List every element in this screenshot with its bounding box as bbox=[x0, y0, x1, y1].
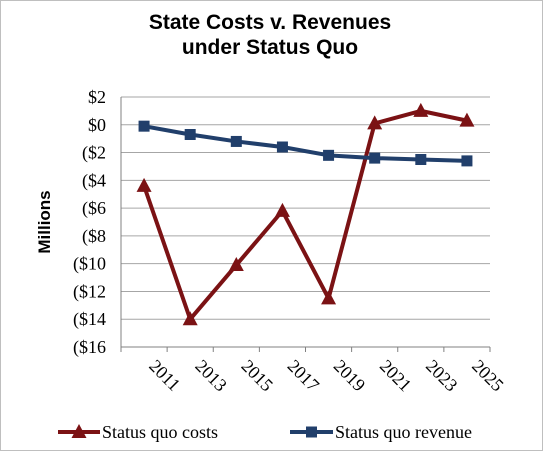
data-point-revenue bbox=[230, 135, 242, 147]
data-point-revenue bbox=[415, 154, 427, 165]
y-tick-label: ($4 bbox=[82, 170, 106, 191]
y-axis-label: Millions bbox=[35, 190, 54, 253]
data-point-costs bbox=[182, 311, 198, 326]
chart-title-line-1: State Costs v. Revenues bbox=[148, 11, 392, 34]
data-point-costs bbox=[228, 257, 244, 272]
legend-marker bbox=[71, 424, 87, 438]
data-point-revenue bbox=[138, 120, 150, 132]
y-tick-label: ($2 bbox=[82, 143, 106, 164]
legend-label: Status quo revenue bbox=[335, 422, 472, 442]
y-tick-label: ($12 bbox=[73, 281, 106, 302]
y-tick-label: ($14 bbox=[73, 309, 106, 330]
data-point-revenue bbox=[461, 155, 473, 167]
x-tick-label: 2021 bbox=[376, 356, 416, 396]
data-point-costs bbox=[367, 115, 383, 130]
series-line-revenue bbox=[143, 124, 467, 163]
y-tick-label: $0 bbox=[88, 115, 106, 135]
y-tick-label: ($6 bbox=[82, 198, 106, 219]
data-point-revenue bbox=[323, 149, 335, 161]
y-tick-label: ($16 bbox=[73, 337, 106, 358]
legend-label: Status quo costs bbox=[102, 422, 218, 442]
x-tick-label: 2015 bbox=[237, 356, 277, 396]
y-tick-label: ($8 bbox=[82, 226, 106, 247]
data-point-costs bbox=[136, 177, 152, 192]
data-point-costs bbox=[321, 290, 337, 305]
x-tick-label: 2011 bbox=[145, 356, 184, 395]
data-point-revenue bbox=[369, 152, 381, 164]
x-tick-label: 2017 bbox=[284, 356, 324, 396]
data-point-costs bbox=[459, 112, 475, 127]
x-tick-label: 2013 bbox=[191, 356, 231, 396]
series-line-costs bbox=[142, 108, 468, 322]
data-point-costs bbox=[274, 202, 290, 217]
y-tick-label: ($10 bbox=[73, 254, 106, 275]
data-point-costs bbox=[413, 102, 429, 117]
x-tick-label: 2025 bbox=[468, 356, 508, 396]
x-tick-label: 2023 bbox=[422, 356, 462, 396]
y-tick-label: $2 bbox=[88, 87, 106, 107]
legend-marker bbox=[306, 426, 317, 438]
chart-title: State Costs v. Revenues under Status Quo bbox=[60, 10, 480, 60]
data-point-revenue bbox=[276, 141, 288, 153]
chart-title-line-2: under Status Quo bbox=[181, 36, 359, 59]
data-point-revenue bbox=[184, 129, 196, 140]
x-tick-label: 2019 bbox=[330, 356, 370, 396]
